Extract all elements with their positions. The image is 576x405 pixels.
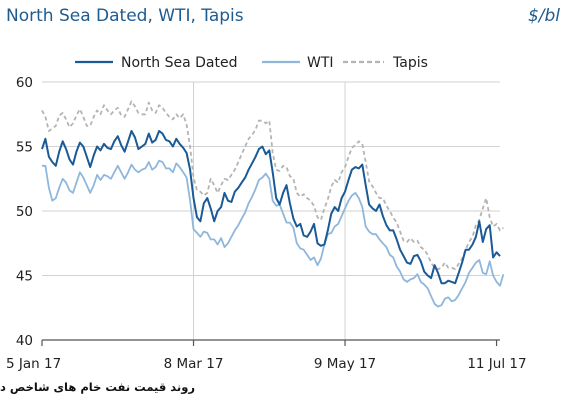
x-tick-label-3: 11 Jul 17 — [467, 356, 526, 372]
y-tick-label-50: 50 — [16, 204, 33, 220]
series-lines — [41, 100, 505, 308]
y-tick-label-60: 60 — [16, 75, 33, 91]
caption: روند قیمت نفت خام های شاخص در بازارهای م… — [0, 380, 195, 395]
x-tick-label-0: 5 Jan 17 — [6, 356, 61, 372]
y-tick-label-40: 40 — [16, 333, 33, 349]
series-line-tapis — [41, 100, 504, 271]
unit-label: $/bl — [528, 6, 560, 26]
chart-title: North Sea Dated, WTI, Tapis — [6, 6, 244, 26]
legend: North Sea Dated WTI Tapis — [75, 55, 428, 71]
y-axis-ticks: 40 45 50 55 60 — [16, 75, 33, 349]
legend-label-tapis: Tapis — [392, 55, 428, 71]
x-tick-label-2: 9 May 17 — [314, 356, 376, 372]
series-line-wti — [42, 159, 505, 308]
x-grid — [193, 82, 346, 340]
x-tick-label-1: 8 Mar 17 — [164, 356, 224, 372]
legend-label-north-sea-dated: North Sea Dated — [121, 55, 237, 71]
grid — [42, 81, 500, 276]
y-tick-label-55: 55 — [16, 140, 33, 156]
legend-label-wti: WTI — [307, 55, 334, 71]
y-tick-label-45: 45 — [16, 269, 33, 285]
series-line-north-sea-dated — [41, 130, 501, 285]
x-axis-ticks: 5 Jan 17 8 Mar 17 9 May 17 11 Jul 17 — [6, 340, 527, 372]
